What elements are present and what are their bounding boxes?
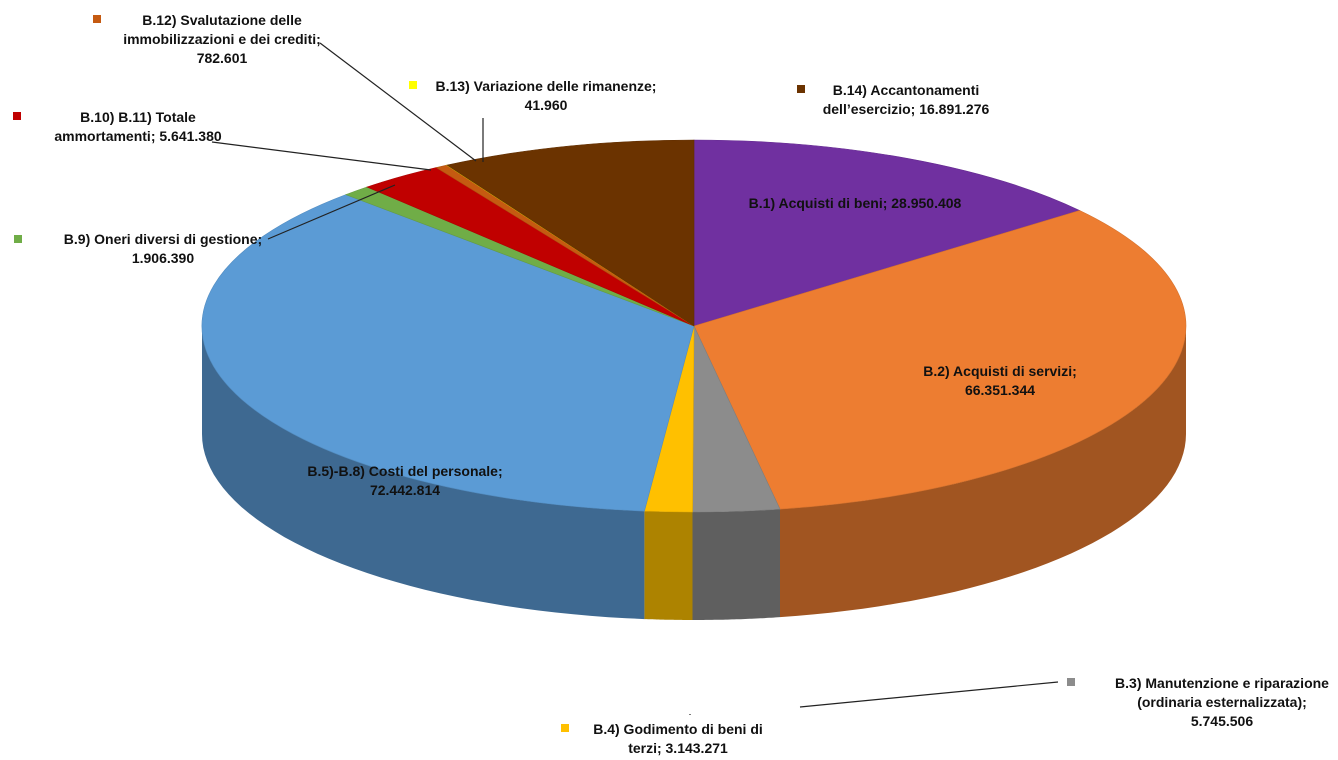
data-label-b4: B.4) Godimento di beni di terzi; 3.143.27… [593, 721, 763, 756]
slice-b5-b8 [201, 194, 695, 512]
data-label-b13: B.13) Variazione delle rimanenze; 41.960 [436, 78, 657, 113]
side-b5-b8 [202, 326, 645, 620]
slice-b14 [446, 139, 695, 327]
leader-lines [211, 42, 1059, 715]
legend-key-b10-b11 [13, 112, 21, 120]
data-label-b1: B.1) Acquisti di beni; 28.950.408 [749, 195, 962, 211]
data-labels: B.1) Acquisti di beni; 28.950.408 B.2) Ac… [13, 12, 1329, 756]
leader-line-b12 [319, 42, 477, 162]
side-b4 [644, 511, 693, 620]
legend-key-b13 [409, 81, 417, 89]
data-label-b5-b8: B.5)-B.8) Costi del personale; 72.442.814 [307, 463, 502, 498]
data-label-b9: B.9) Oneri diversi di gestione; 1.906.390 [64, 231, 262, 266]
pie-slices [201, 139, 1187, 513]
data-label-b2: B.2) Acquisti di servizi; 66.351.344 [923, 363, 1077, 398]
legend-key-b4 [561, 724, 569, 732]
pie-3d-sides [202, 326, 1186, 620]
slice-b2 [693, 210, 1187, 510]
leader-line-b9 [267, 184, 396, 240]
legend-key-b12 [93, 15, 101, 23]
data-label-b10-b11: B.10) B.11) Totale ammortamenti; 5.641.38… [54, 109, 222, 144]
legend-key-b3 [1067, 678, 1075, 686]
leader-line-b10-b11 [211, 141, 432, 171]
data-label-b14: B.14) Accantonamenti dell’esercizio; 16.8… [823, 82, 990, 117]
legend-key-b14 [797, 85, 805, 93]
data-label-b3: B.3) Manutenzione e riparazione (ordinari… [1115, 675, 1329, 729]
data-label-b12: B.12) Svalutazione delle immobilizzazioni… [123, 12, 321, 66]
side-b2 [780, 326, 1186, 618]
legend-key-b9 [14, 235, 22, 243]
leader-line-b3 [799, 681, 1059, 708]
slice-b1 [693, 139, 1081, 327]
side-b3 [692, 509, 780, 620]
